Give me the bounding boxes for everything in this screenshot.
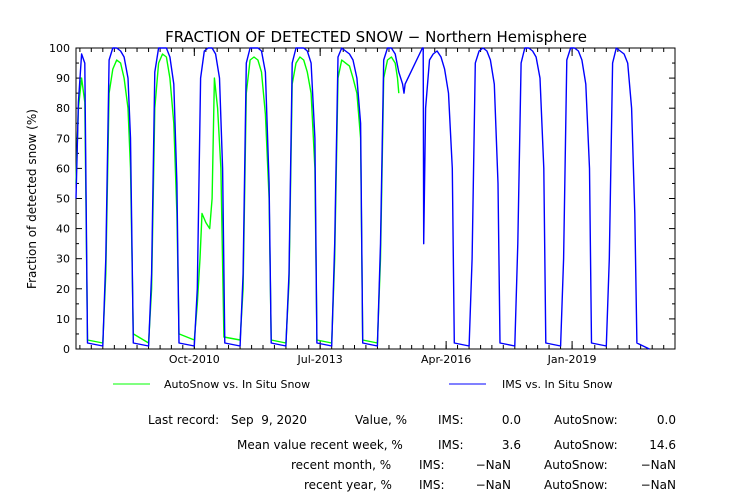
plot-frame (75, 47, 676, 350)
x-tick-label: Jul-2013 (297, 353, 343, 366)
legend-label-autosnow: AutoSnow vs. In Situ Snow (164, 378, 310, 391)
series-layer (75, 47, 650, 350)
y-tick-label: 30 (56, 253, 70, 266)
y-tick-label: 70 (56, 132, 70, 145)
x-tick-label: Jan-2019 (547, 353, 597, 366)
y-axis-label: Fraction of detected snow (%) (25, 109, 39, 289)
y-tick-label: 10 (56, 313, 70, 326)
legend: AutoSnow vs. In Situ Snow IMS vs. In Sit… (113, 378, 613, 391)
x-axis: Oct-2010 Jul-2013 Apr-2016 Jan-2019 (79, 48, 665, 366)
series-line-autosnow (75, 53, 400, 344)
y-tick-label: 100 (49, 42, 70, 55)
x-tick-label: Oct-2010 (169, 353, 220, 366)
y-tick-label: 20 (56, 283, 70, 296)
y-axis: 0 10 20 30 40 50 60 70 80 90 100 (49, 42, 675, 356)
series-line-ims (75, 47, 650, 350)
y-tick-label: 90 (56, 72, 70, 85)
chart-title: FRACTION OF DETECTED SNOW − Northern Hem… (165, 28, 587, 46)
y-tick-label: 0 (63, 343, 70, 356)
y-tick-label: 80 (56, 102, 70, 115)
x-tick-label: Apr-2016 (421, 353, 471, 366)
y-tick-label: 40 (56, 223, 70, 236)
y-tick-label: 60 (56, 162, 70, 175)
legend-label-ims: IMS vs. In Situ Snow (502, 378, 613, 391)
y-tick-label: 50 (56, 193, 70, 206)
